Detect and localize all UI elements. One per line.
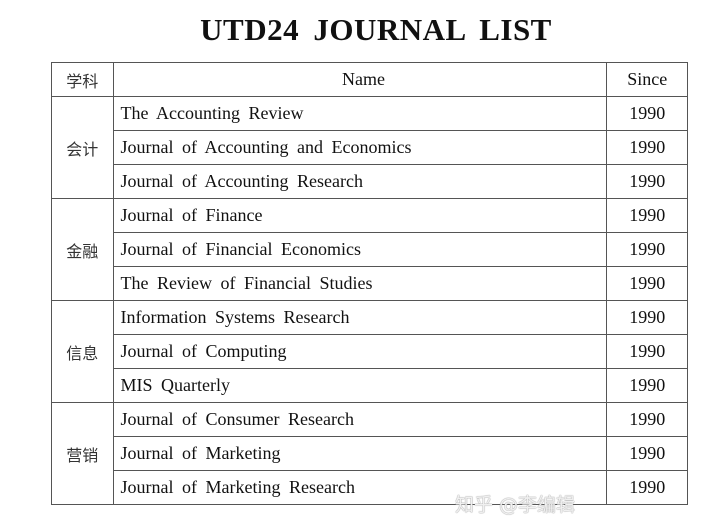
- journal-since: 1990: [606, 164, 688, 199]
- table-row: Journal of Marketing Research 1990: [52, 470, 688, 505]
- page-title: UTD24 JOURNAL LIST: [200, 12, 552, 47]
- journal-name: Journal of Financial Economics: [112, 232, 608, 267]
- journal-name: Journal of Marketing Research: [112, 470, 608, 505]
- journal-since: 1990: [606, 368, 688, 403]
- header-since: Since: [606, 62, 688, 97]
- table-header-row: 学科 Name Since: [51, 62, 688, 97]
- journal-table: 学科 Name Since 会计 The Accounting Review 199…: [51, 62, 688, 505]
- table-row: Journal of Financial Economics 1990: [52, 232, 688, 267]
- journal-name: The Review of Financial Studies: [112, 266, 608, 301]
- journal-name: Information Systems Research: [112, 300, 608, 335]
- table-row: Journal of Accounting and Economics 1990: [52, 130, 688, 165]
- journal-since: 1990: [606, 96, 688, 131]
- table-body: 会计 The Accounting Review 1990 Journal of Ac…: [51, 96, 688, 505]
- subject-cell: 营销: [51, 402, 114, 505]
- journal-since: 1990: [606, 198, 688, 233]
- journal-name: MIS Quarterly: [112, 368, 608, 403]
- journal-since: 1990: [606, 232, 688, 267]
- journal-since: 1990: [606, 402, 688, 437]
- journal-name: Journal of Finance: [112, 198, 608, 233]
- journal-since: 1990: [606, 130, 688, 165]
- table-row: 营销 Journal of Consumer Research 1990: [51, 402, 688, 505]
- table-row: 信息 Information Systems Research 1990: [51, 300, 688, 403]
- table-row: 金融 Journal of Finance 1990: [51, 198, 688, 301]
- journal-since: 1990: [606, 266, 688, 301]
- subject-cell: 会计: [51, 96, 114, 199]
- subject-cell: 金融: [51, 198, 114, 301]
- table-row: 会计 The Accounting Review 1990: [51, 96, 688, 199]
- journal-name: Journal of Marketing: [112, 436, 608, 471]
- journal-name: Journal of Accounting and Economics: [112, 130, 608, 165]
- journal-name: Journal of Accounting Research: [112, 164, 608, 199]
- table-row: The Review of Financial Studies 1990: [52, 266, 688, 301]
- journal-since: 1990: [606, 334, 688, 369]
- journal-since: 1990: [606, 436, 688, 471]
- table-row: Journal of Marketing 1990: [52, 436, 688, 471]
- journal-name: Journal of Computing: [112, 334, 608, 369]
- journal-since: 1990: [606, 300, 688, 335]
- table-row: Journal of Computing 1990: [52, 334, 688, 369]
- subject-cell: 信息: [51, 300, 114, 403]
- watermark: 知乎 @李编辑: [455, 494, 576, 516]
- journal-since: 1990: [606, 470, 688, 505]
- journal-name: Journal of Consumer Research: [112, 402, 608, 437]
- table-row: MIS Quarterly 1990: [52, 368, 688, 403]
- journal-name: The Accounting Review: [112, 96, 608, 131]
- table-row: Journal of Accounting Research 1990: [52, 164, 688, 199]
- header-subject: 学科: [51, 62, 114, 97]
- header-name: Name: [112, 62, 608, 97]
